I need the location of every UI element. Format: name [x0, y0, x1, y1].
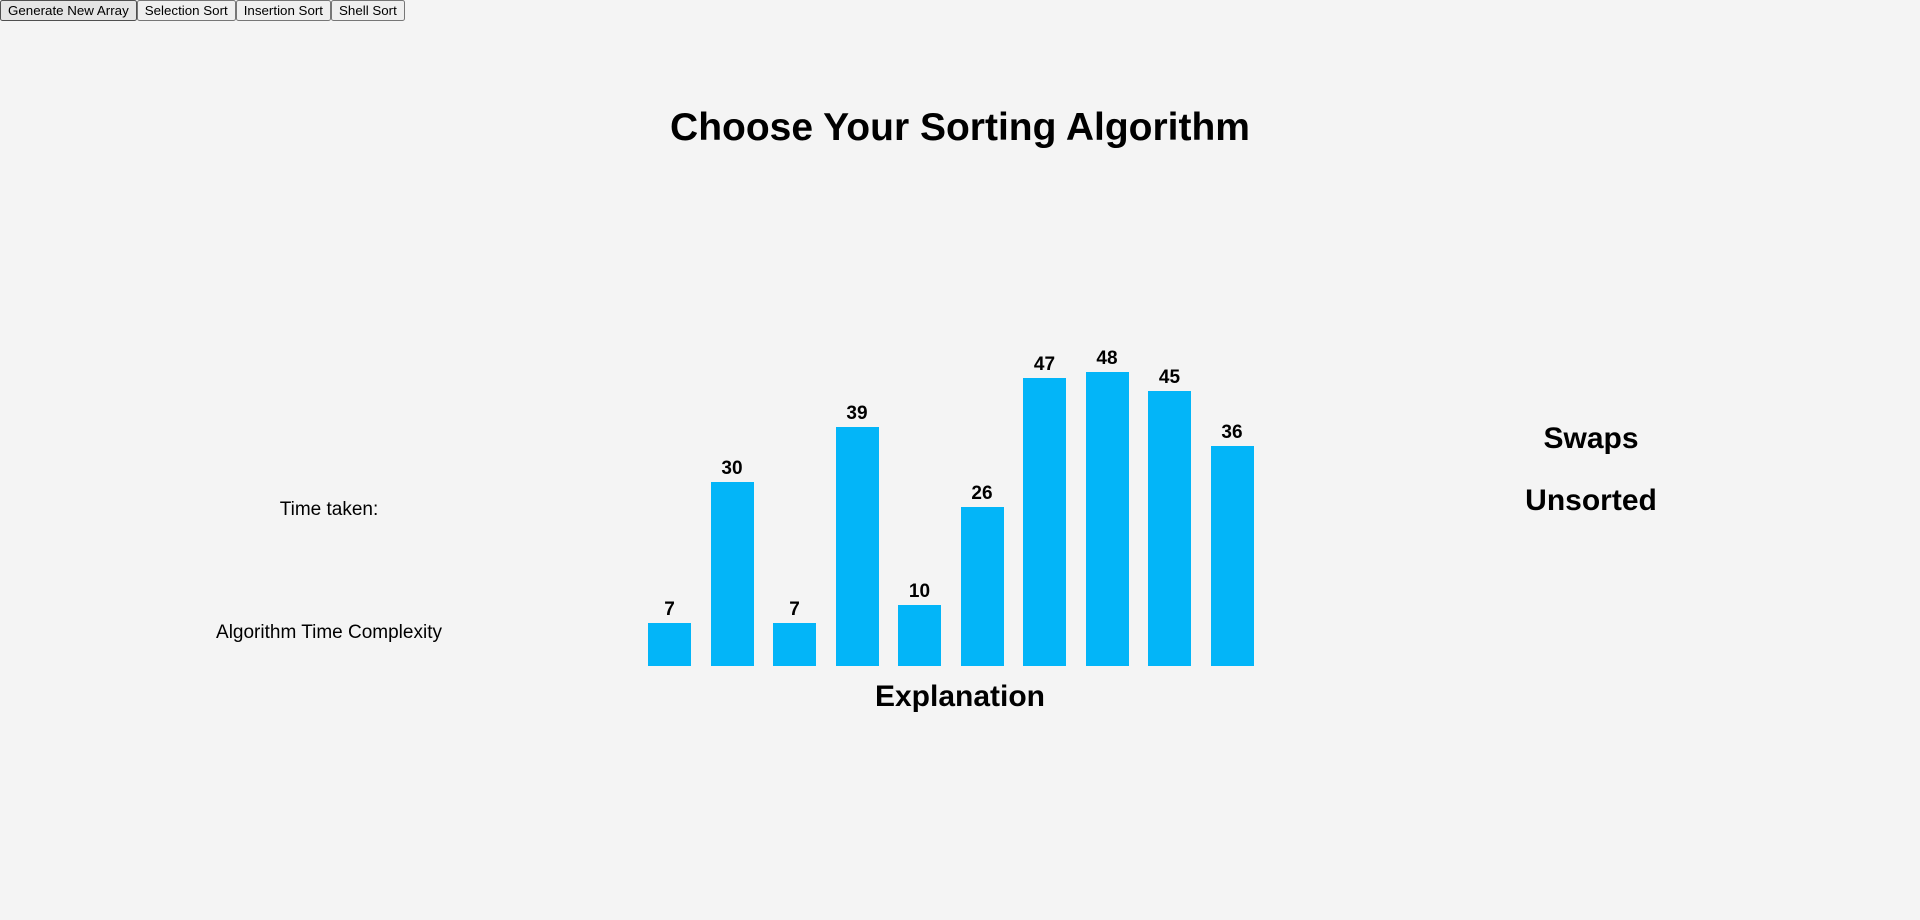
status: Unsorted: [1525, 484, 1657, 517]
bar-label: 30: [721, 458, 743, 480]
bar: [898, 604, 941, 666]
bar: [1210, 445, 1254, 666]
bar-label: 7: [664, 599, 675, 621]
bar-label: 36: [1221, 421, 1243, 443]
bar-label: 48: [1096, 348, 1118, 370]
bar: [710, 482, 754, 666]
time-taken: Time taken:: [279, 499, 379, 520]
bar-label: 47: [1033, 354, 1056, 376]
sort-button[interactable]: Selection Sort: [136, 0, 236, 21]
bar-label: 26: [971, 482, 993, 504]
swaps: Swaps: [1543, 422, 1639, 455]
title: Choose Your Sorting Algorithm: [670, 106, 1250, 149]
explanation: Explanation: [874, 680, 1046, 713]
bar: [648, 623, 691, 666]
bar: [1085, 372, 1129, 666]
bar: [773, 623, 816, 666]
bar-label: 45: [1158, 366, 1181, 388]
button-panel: Generate New Array Selection Sort Insertio…: [0, 0, 1920, 21]
sort-button[interactable]: Generate New Array: [0, 0, 137, 21]
complexity: Algorithm Time Complexity: [216, 622, 442, 643]
sort-button[interactable]: Insertion Sort: [235, 0, 332, 21]
bar: [835, 427, 879, 666]
sort-button[interactable]: Shell Sort: [331, 0, 405, 21]
bar: [1148, 390, 1191, 666]
bar: [960, 506, 1004, 666]
bar-label: 7: [789, 599, 800, 621]
bar-label: 39: [846, 403, 868, 425]
bar-label: 10: [908, 580, 931, 602]
bar: [1023, 378, 1066, 666]
